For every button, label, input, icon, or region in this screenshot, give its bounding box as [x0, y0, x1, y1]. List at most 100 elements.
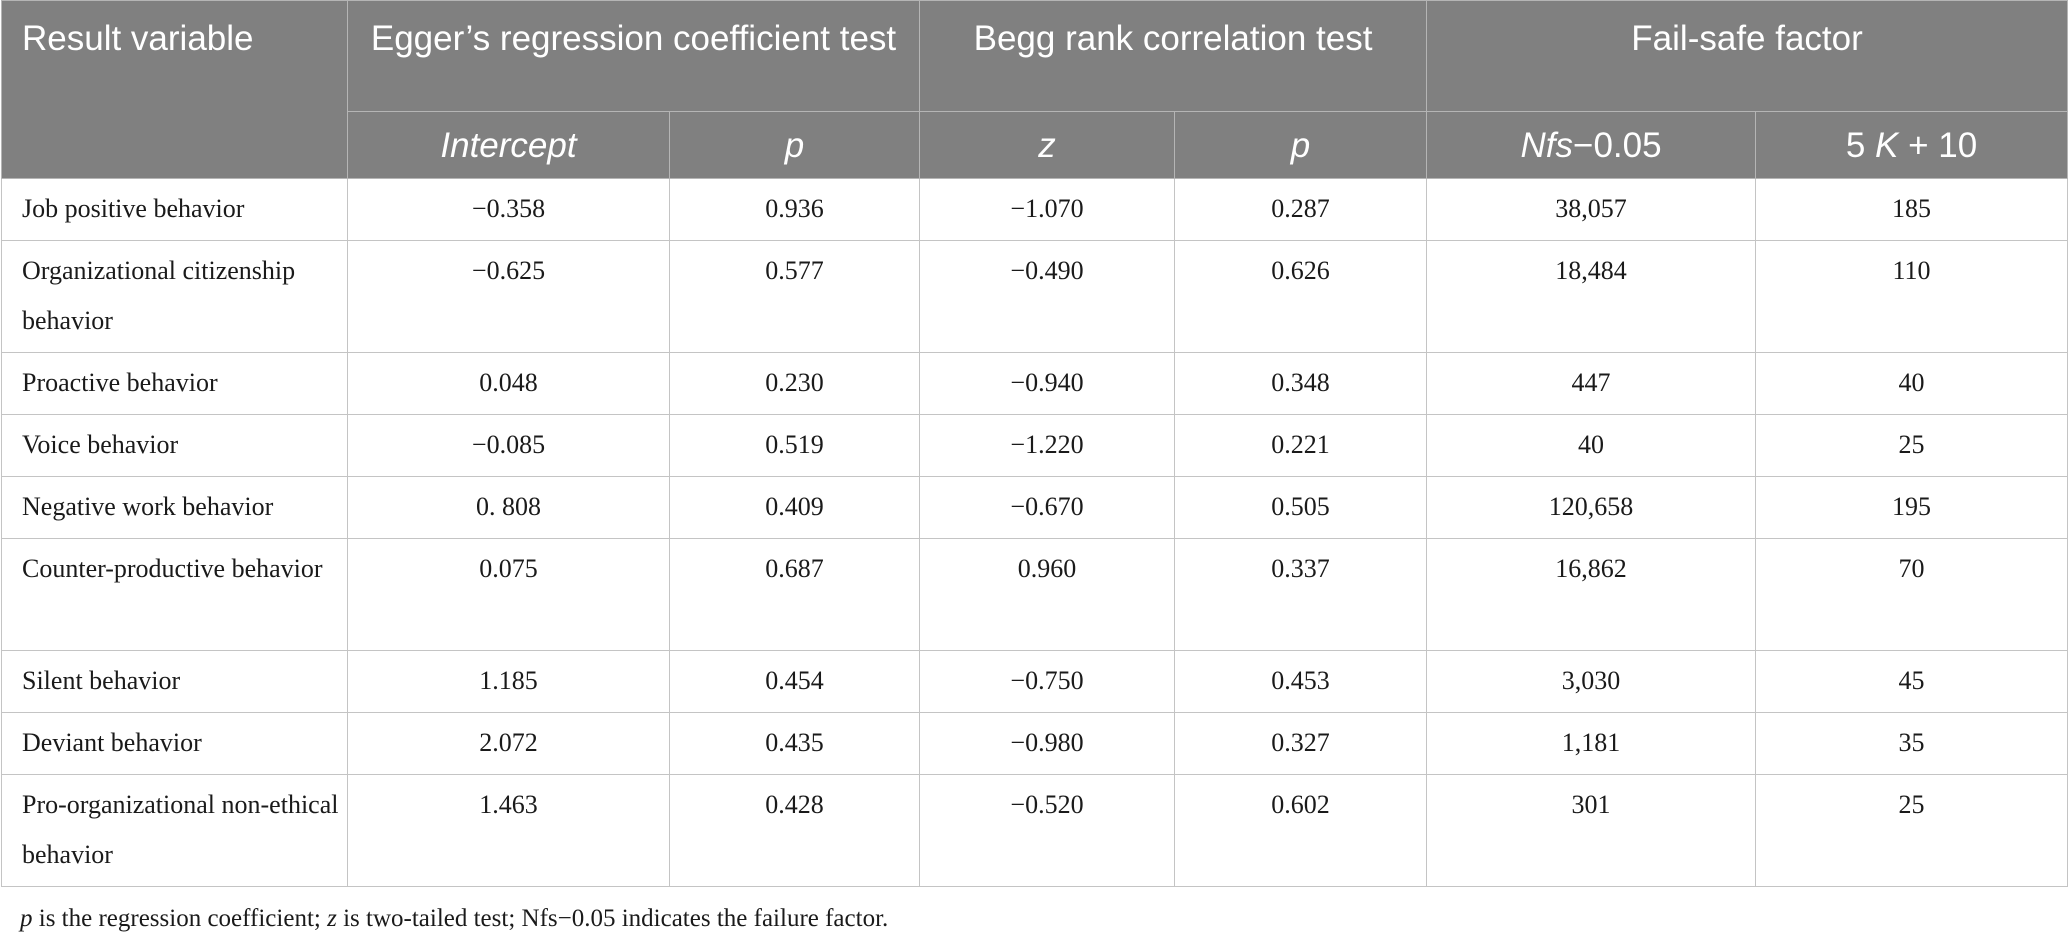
- header-z-label: z: [1038, 126, 1056, 165]
- cell-egger-p: 0.936: [668, 178, 921, 241]
- cell-nfs: 18,484: [1426, 240, 1757, 353]
- cell-nfs: 301: [1426, 774, 1757, 887]
- cell-egger-p: 0.577: [668, 240, 921, 353]
- cell-result-variable: Counter-productive behavior: [1, 538, 348, 651]
- cell-result-variable: Proactive behavior: [1, 352, 348, 415]
- header-failsafe-factor: Fail-safe factor: [1426, 0, 2068, 112]
- cell-result-variable: Deviant behavior: [1, 712, 348, 775]
- cell-5k-plus-10: 25: [1755, 774, 2068, 887]
- cell-z: −0.940: [919, 352, 1176, 415]
- cell-nfs: 120,658: [1426, 476, 1757, 539]
- cell-z: −1.070: [919, 178, 1176, 241]
- cell-intercept: 0.048: [347, 352, 670, 415]
- header-nfs-rest: −0.05: [1573, 126, 1662, 165]
- table-row: Job positive behavior −0.358 0.936 −1.070 0.…: [1, 178, 2068, 241]
- cell-egger-p: 0.454: [668, 650, 921, 713]
- cell-begg-p: 0.505: [1174, 476, 1428, 539]
- cell-5k-plus-10: 195: [1755, 476, 2068, 539]
- table-header: Result variable Egger’s regression coeff…: [1, 0, 2068, 179]
- table-row: Silent behavior 1.185 0.454 −0.750 0.453 3,03…: [1, 650, 2068, 713]
- publication-bias-table: Result variable Egger’s regression coeff…: [1, 0, 2068, 887]
- cell-result-variable: Silent behavior: [1, 650, 348, 713]
- cell-result-variable: Job positive behavior: [1, 178, 348, 241]
- table-row: Pro-organizational non-ethical behavior 1…: [1, 774, 2068, 887]
- table-row: Counter-productive behavior 0.075 0.687 0.9…: [1, 538, 2068, 651]
- header-egger-p: p: [668, 111, 921, 179]
- cell-egger-p: 0.428: [668, 774, 921, 887]
- table-row: Negative work behavior 0. 808 0.409 −0.670 0…: [1, 476, 2068, 539]
- header-begg-p: p: [1174, 111, 1428, 179]
- cell-egger-p: 0.687: [668, 538, 921, 651]
- footnote-z-symbol: z: [327, 905, 337, 932]
- cell-begg-p: 0.453: [1174, 650, 1428, 713]
- cell-intercept: 0.075: [347, 538, 670, 651]
- cell-5k-plus-10: 35: [1755, 712, 2068, 775]
- cell-z: −0.980: [919, 712, 1176, 775]
- header-result-variable: Result variable: [1, 0, 348, 179]
- header-begg-p-label: p: [1290, 126, 1311, 165]
- cell-intercept: −0.358: [347, 178, 670, 241]
- cell-nfs: 3,030: [1426, 650, 1757, 713]
- header-row-groups: Result variable Egger’s regression coeff…: [1, 0, 2068, 179]
- cell-5k-plus-10: 25: [1755, 414, 2068, 477]
- cell-nfs: 38,057: [1426, 178, 1757, 241]
- cell-result-variable: Negative work behavior: [1, 476, 348, 539]
- table-row: Deviant behavior 2.072 0.435 −0.980 0.327 1,1…: [1, 712, 2068, 775]
- cell-egger-p: 0.519: [668, 414, 921, 477]
- header-nfs-italic: Nfs: [1520, 126, 1574, 165]
- cell-z: −0.520: [919, 774, 1176, 887]
- cell-nfs: 16,862: [1426, 538, 1757, 651]
- header-z: z: [919, 111, 1176, 179]
- cell-intercept: 1.463: [347, 774, 670, 887]
- cell-5k-plus-10: 45: [1755, 650, 2068, 713]
- table-row: Voice behavior −0.085 0.519 −1.220 0.221 40 25: [1, 414, 2068, 477]
- footnote-z-text: is two-tailed test; Nfs−0.05 indicates t…: [336, 905, 889, 932]
- cell-begg-p: 0.287: [1174, 178, 1428, 241]
- cell-nfs: 1,181: [1426, 712, 1757, 775]
- cell-begg-p: 0.602: [1174, 774, 1428, 887]
- header-5k-plus-10: 5 K + 10: [1755, 111, 2068, 179]
- cell-egger-p: 0.435: [668, 712, 921, 775]
- table-row: Proactive behavior 0.048 0.230 −0.940 0.348 4…: [1, 352, 2068, 415]
- cell-5k-plus-10: 110: [1755, 240, 2068, 353]
- cell-z: 0.960: [919, 538, 1176, 651]
- header-5k-prefix: 5: [1845, 126, 1876, 165]
- cell-z: −0.750: [919, 650, 1176, 713]
- header-egger-test: Egger’s regression coefficient test: [346, 0, 921, 112]
- results-table-container: Result variable Egger’s regression coeff…: [1, 0, 2068, 887]
- cell-egger-p: 0.409: [668, 476, 921, 539]
- footnote-p-text: is the regression coefficient;: [32, 905, 328, 932]
- cell-z: −0.670: [919, 476, 1176, 539]
- header-row-subcolumns: Intercept p z p Nfs−0.05 5 K + 10: [2, 111, 2068, 179]
- cell-5k-plus-10: 185: [1755, 178, 2068, 241]
- header-begg-test: Begg rank correlation test: [919, 0, 1428, 112]
- table-footnote: p is the regression coefficient; z is tw…: [20, 902, 888, 936]
- cell-nfs: 447: [1426, 352, 1757, 415]
- cell-begg-p: 0.626: [1174, 240, 1428, 353]
- header-intercept: Intercept: [347, 111, 670, 179]
- cell-intercept: −0.625: [347, 240, 670, 353]
- cell-intercept: −0.085: [347, 414, 670, 477]
- cell-5k-plus-10: 40: [1755, 352, 2068, 415]
- header-egger-p-label: p: [784, 126, 805, 165]
- cell-intercept: 1.185: [347, 650, 670, 713]
- cell-begg-p: 0.348: [1174, 352, 1428, 415]
- table-body: Job positive behavior −0.358 0.936 −1.070 0.…: [1, 178, 2068, 887]
- cell-result-variable: Voice behavior: [1, 414, 348, 477]
- header-5k-k: K: [1875, 126, 1899, 165]
- cell-intercept: 2.072: [347, 712, 670, 775]
- cell-begg-p: 0.337: [1174, 538, 1428, 651]
- cell-intercept: 0. 808: [347, 476, 670, 539]
- cell-begg-p: 0.327: [1174, 712, 1428, 775]
- footnote-p-symbol: p: [20, 905, 33, 932]
- header-intercept-label: Intercept: [440, 126, 577, 165]
- cell-begg-p: 0.221: [1174, 414, 1428, 477]
- header-5k-suffix: + 10: [1898, 126, 1978, 165]
- cell-z: −1.220: [919, 414, 1176, 477]
- cell-nfs: 40: [1426, 414, 1757, 477]
- cell-result-variable: Organizational citizenship behavior: [1, 240, 348, 353]
- cell-egger-p: 0.230: [668, 352, 921, 415]
- header-nfs: Nfs−0.05: [1426, 111, 1757, 179]
- table-row: Organizational citizenship behavior −0.62…: [1, 240, 2068, 353]
- cell-result-variable: Pro-organizational non-ethical behavior: [1, 774, 348, 887]
